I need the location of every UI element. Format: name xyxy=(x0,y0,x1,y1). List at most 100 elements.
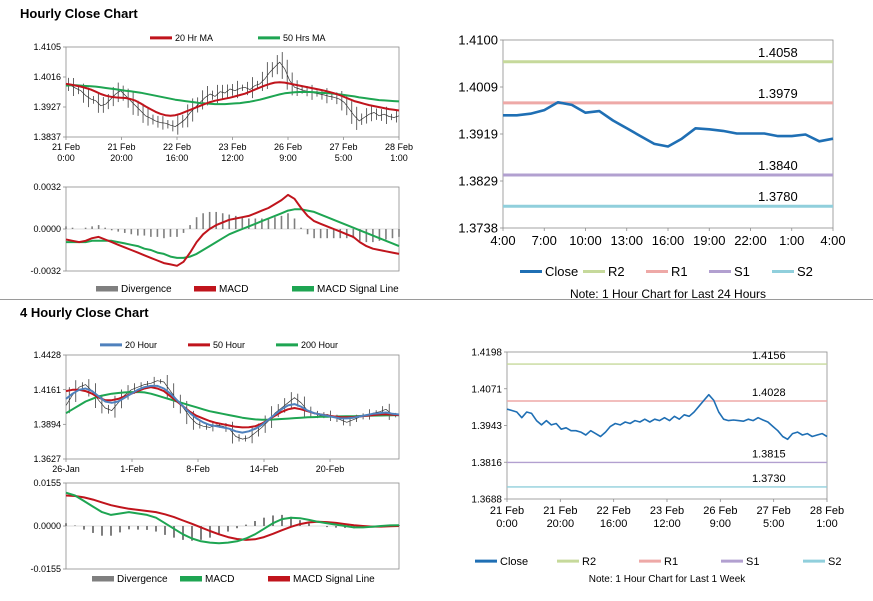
hourly-price-y-tick-label: 1.4016 xyxy=(33,72,61,82)
hourly-price-y-tick-label: 1.3837 xyxy=(33,132,61,142)
hourly-price-x-tick-label: 23 Feb xyxy=(218,142,246,152)
hourly-24h-legend-label: R2 xyxy=(608,264,625,279)
hourly-macd-legend-label: MACD xyxy=(219,284,248,295)
hourly-price-price-line xyxy=(65,61,400,127)
fourhourly-price-h20-line xyxy=(65,384,400,434)
fourhourly-week-y-tick-label: 1.4198 xyxy=(471,348,502,359)
fourhourly-week-y-tick-label: 1.3943 xyxy=(471,421,502,432)
fourhourly-week-note: Note: 1 Hour Chart for Last 1 Week xyxy=(589,574,747,585)
fourhourly-macd-line xyxy=(65,491,400,545)
hourly-price-ma50-line xyxy=(65,84,400,106)
hourly-macd-legend-swatch xyxy=(292,286,314,292)
hourly-24h-level-s2-label: 1.3780 xyxy=(758,189,798,204)
fourhourly-price-y-tick-label: 1.3627 xyxy=(33,454,61,464)
hourly-price-x-tick-label: 21 Feb xyxy=(107,142,135,152)
hourly-24h-level-r1-label: 1.3979 xyxy=(758,86,798,101)
hourly-price-legend-label: 50 Hrs MA xyxy=(283,33,326,43)
fourhourly-price-legend-label: 20 Hour xyxy=(125,340,157,350)
fourhourly-week-x-tick-label: 9:00 xyxy=(710,518,731,530)
section-divider xyxy=(0,299,873,300)
fourhourly-section-title: 4 Hourly Close Chart xyxy=(20,305,149,320)
hourly-24h-x-tick-label: 19:00 xyxy=(693,233,726,248)
hourly-macd-legend-label: MACD Signal Line xyxy=(317,284,399,295)
fourhourly-week-x-tick-label: 21 Feb xyxy=(543,505,577,517)
hourly-price-x-tick-label: 20:00 xyxy=(110,153,133,163)
fourhourly-price-x-tick-label: 26-Jan xyxy=(52,464,80,474)
fourhourly-macd-legend-swatch xyxy=(180,576,202,582)
fourhourly-week-legend-label: S1 xyxy=(746,556,759,568)
hourly-24h-x-tick-label: 13:00 xyxy=(610,233,643,248)
fourhourly-macd-y-tick-label: 0.0000 xyxy=(33,521,61,531)
fourhourly-week-legend-label: S2 xyxy=(828,556,841,568)
hourly-24h-x-tick-label: 4:00 xyxy=(490,233,515,248)
fourhourly-price-y-tick-label: 1.4428 xyxy=(33,350,61,360)
hourly-macd-y-tick-label: -0.0032 xyxy=(30,266,61,276)
hourly-24h-y-tick-label: 1.3829 xyxy=(458,174,498,189)
fourhourly-week-y-tick-label: 1.4071 xyxy=(471,384,502,395)
fourhourly-week-x-tick-label: 28 Feb xyxy=(810,505,844,517)
fourhourly-week-level-s2-label: 1.3730 xyxy=(752,473,786,485)
hourly-section-title: Hourly Close Chart xyxy=(20,6,138,21)
fourhourly-price-h50-line xyxy=(65,386,400,429)
fourhourly-price-y-tick-label: 1.3894 xyxy=(33,419,61,429)
hourly-24h-level-r2-label: 1.4058 xyxy=(758,45,798,60)
fourhourly-macd-legend-swatch xyxy=(92,576,114,582)
hourly-price-legend-label: 20 Hr MA xyxy=(175,33,213,43)
fourhourly-price-x-tick-label: 14-Feb xyxy=(250,464,279,474)
fourhourly-week-level-s1-label: 1.3815 xyxy=(752,448,786,460)
fourhourly-week-legend-label: R2 xyxy=(582,556,596,568)
fourhourly-week-x-tick-label: 21 Feb xyxy=(490,505,524,517)
hourly-price-ma20-line xyxy=(65,81,400,117)
hourly-price-x-tick-label: 0:00 xyxy=(57,153,75,163)
fourhourly-week-x-tick-label: 1:00 xyxy=(816,518,837,530)
hourly-24h-legend-label: S2 xyxy=(797,264,813,279)
hourly-24h-legend-label: S1 xyxy=(734,264,750,279)
hourly-24h-y-tick-label: 1.3738 xyxy=(458,221,498,236)
fourhourly-week-x-tick-label: 22 Feb xyxy=(597,505,631,517)
hourly-macd-legend-swatch xyxy=(194,286,216,292)
hourly-price-x-tick-label: 28 Feb xyxy=(385,142,413,152)
hourly-24h-close-line xyxy=(503,101,834,148)
fourhourly-week-y-tick-label: 1.3688 xyxy=(471,495,502,506)
fourhourly-price-legend-label: 50 Hour xyxy=(213,340,245,350)
hourly-price-x-tick-label: 1:00 xyxy=(390,153,408,163)
fourhourly-macd-y-tick-label: -0.0155 xyxy=(30,564,61,574)
fourhourly-price-x-tick-label: 20-Feb xyxy=(316,464,345,474)
hourly-price-x-tick-label: 9:00 xyxy=(279,153,297,163)
fourhourly-macd-legend-label: Divergence xyxy=(117,574,168,585)
hourly-24h-x-tick-label: 16:00 xyxy=(652,233,685,248)
fourhourly-week-y-tick-label: 1.3816 xyxy=(471,458,502,469)
fourhourly-week-x-tick-label: 23 Feb xyxy=(650,505,684,517)
fourhourly-price-plot-area xyxy=(65,354,400,460)
hourly-macd-chart: 0.0032 0.0000 -0.0032 Divergence MACD MACD Si… xyxy=(30,182,400,295)
hourly-macd-legend-label: Divergence xyxy=(121,284,172,295)
fourhourly-week-legend-label: Close xyxy=(500,556,528,568)
fourhourly-week-x-tick-label: 20:00 xyxy=(547,518,575,530)
hourly-24h-legend-label: R1 xyxy=(671,264,688,279)
fourhourly-macd-chart: 0.0155 0.0000 -0.0155 Divergence MACD MACD Si… xyxy=(30,478,400,585)
fourhourly-week-x-tick-label: 12:00 xyxy=(653,518,681,530)
hourly-24h-y-tick-label: 1.4100 xyxy=(458,33,498,48)
hourly-macd-signal-line xyxy=(66,208,400,259)
hourly-price-x-tick-label: 27 Feb xyxy=(329,142,357,152)
fourhourly-price-legend-label: 200 Hour xyxy=(301,340,338,350)
hourly-24h-x-tick-label: 4:00 xyxy=(820,233,845,248)
hourly-macd-y-tick-label: 0.0032 xyxy=(33,182,61,192)
hourly-price-x-tick-label: 16:00 xyxy=(166,153,189,163)
fourhourly-macd-y-tick-label: 0.0155 xyxy=(33,478,61,488)
hourly-macd-line xyxy=(65,193,400,267)
hourly-price-x-tick-label: 21 Feb xyxy=(52,142,80,152)
fourhourly-week-level-r2-label: 1.4156 xyxy=(752,350,786,362)
hourly-price-x-tick-label: 12:00 xyxy=(221,153,244,163)
hourly-24h-x-tick-label: 22:00 xyxy=(734,233,767,248)
fourhourly-macd-legend-label: MACD Signal Line xyxy=(293,574,375,585)
fourhourly-week-level-r1-label: 1.4028 xyxy=(752,387,786,399)
fourhourly-price-x-tick-label: 8-Feb xyxy=(186,464,210,474)
fourhourly-week-x-tick-label: 27 Feb xyxy=(757,505,791,517)
hourly-price-y-tick-label: 1.3927 xyxy=(33,102,61,112)
hourly-24h-x-tick-label: 10:00 xyxy=(569,233,602,248)
